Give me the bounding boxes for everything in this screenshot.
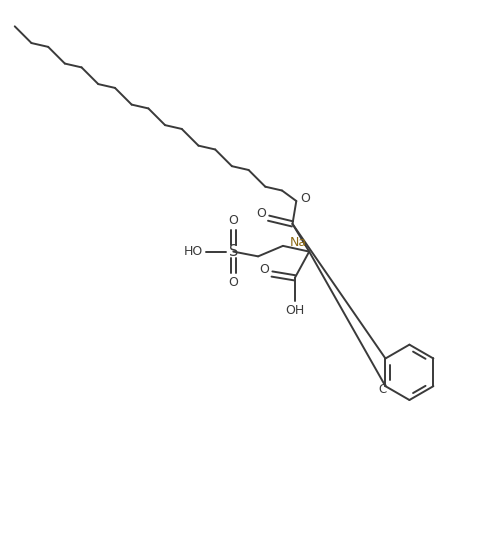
Text: HO: HO (184, 245, 203, 258)
Text: O: O (228, 276, 238, 289)
Text: O: O (259, 263, 269, 276)
Text: O: O (228, 214, 238, 227)
Text: OH: OH (285, 304, 304, 317)
Text: O: O (256, 207, 266, 220)
Text: C: C (378, 383, 387, 395)
Text: Na: Na (289, 236, 307, 249)
Text: S: S (228, 244, 238, 259)
Text: O: O (300, 192, 310, 205)
